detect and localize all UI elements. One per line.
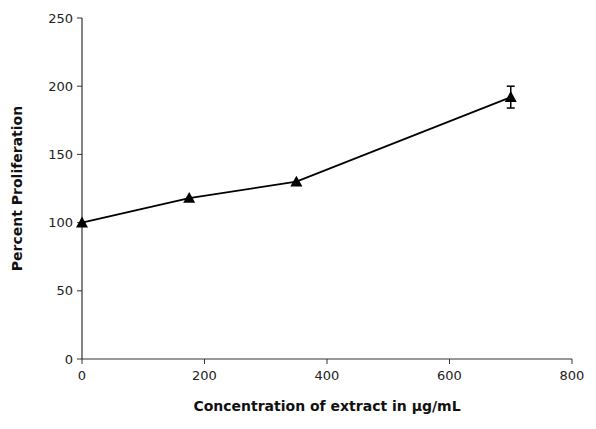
x-tick — [327, 359, 328, 364]
x-tick — [82, 359, 83, 364]
x-tick-label: 600 — [437, 368, 462, 383]
y-axis-label: Percent Proliferation — [9, 106, 25, 271]
y-tick — [77, 290, 82, 291]
y-tick-label: 0 — [65, 352, 73, 367]
plot-area — [76, 86, 517, 227]
y-tick-label: 250 — [48, 11, 73, 26]
x-tick-label: 0 — [78, 368, 86, 383]
point — [76, 217, 88, 228]
y-tick — [77, 154, 82, 155]
y-tick-label: 150 — [48, 147, 73, 162]
y-tick — [77, 86, 82, 87]
chart: 0 200 400 600 800 0 50 100 150 200 250 Concentratio… — [0, 0, 596, 429]
line — [82, 97, 511, 222]
y-axis-line — [81, 18, 82, 359]
point — [505, 91, 517, 102]
x-tick — [572, 359, 573, 364]
x-tick-label: 200 — [192, 368, 217, 383]
point — [183, 192, 195, 203]
x-tick — [449, 359, 450, 364]
x-tick-label: 400 — [315, 368, 340, 383]
y-tick — [77, 18, 82, 19]
y-tick-label: 50 — [56, 283, 73, 298]
x-tick — [204, 359, 205, 364]
x-axis-label: Concentration of extract in μg/mL — [193, 398, 460, 414]
y-tick-label: 200 — [48, 79, 73, 94]
y-tick-label: 100 — [48, 215, 73, 230]
y-tick — [77, 359, 82, 360]
x-tick-label: 800 — [560, 368, 585, 383]
point — [290, 176, 302, 187]
chart-container: 0 200 400 600 800 0 50 100 150 200 250 Concentratio… — [0, 0, 596, 429]
